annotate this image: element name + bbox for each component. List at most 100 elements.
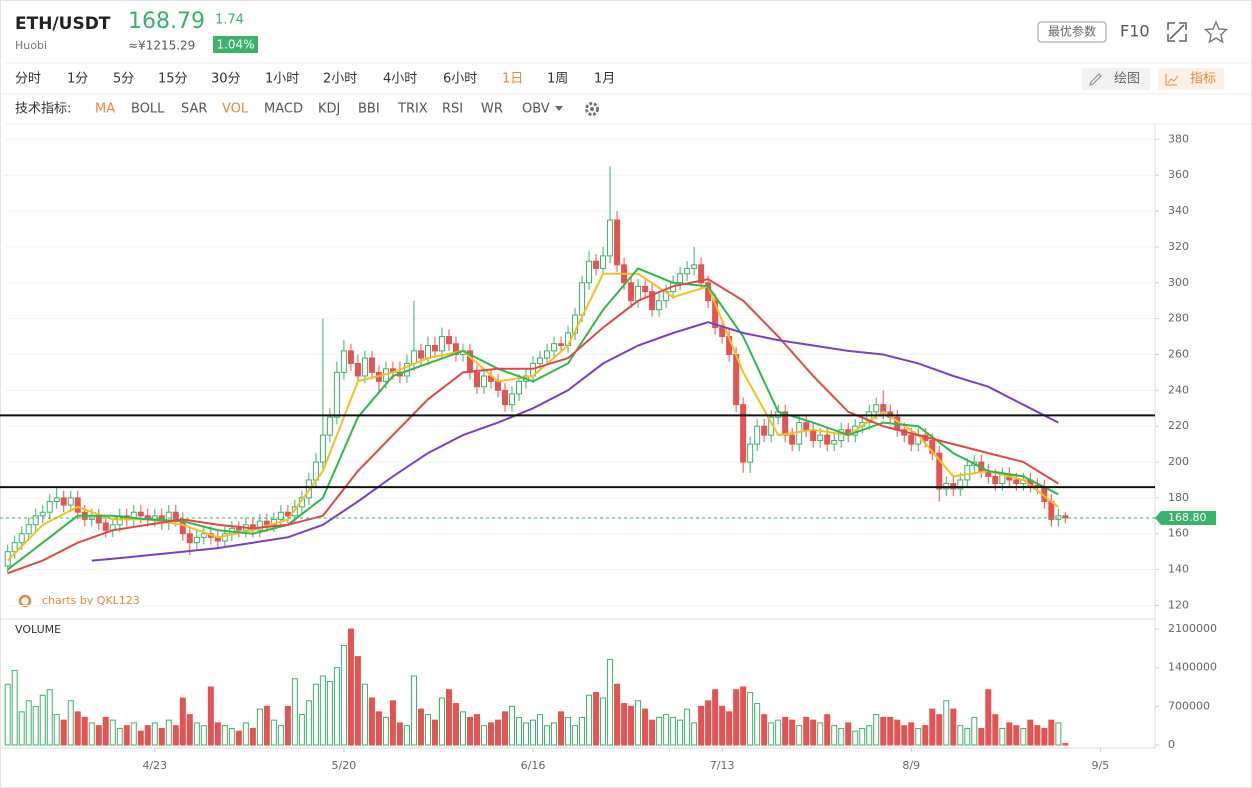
candle-body — [628, 282, 635, 302]
star-icon[interactable] — [1203, 20, 1229, 44]
candle-body — [957, 479, 964, 490]
draw-label[interactable]: 绘图 — [1114, 72, 1140, 87]
gear-icon[interactable] — [585, 102, 599, 116]
params-label[interactable]: 最优参数 — [1048, 24, 1096, 39]
indicator-tab[interactable]: RSI — [442, 102, 463, 117]
candle-body — [677, 273, 684, 284]
candle-body — [908, 434, 915, 445]
candle-body — [277, 511, 284, 520]
volume-bar — [565, 716, 572, 746]
candle-body — [691, 264, 698, 269]
dropdown-arrow[interactable] — [555, 106, 563, 111]
candle-body — [803, 422, 810, 431]
y-tick-label: 140 — [1168, 563, 1189, 576]
indicator-tab[interactable]: BBI — [358, 102, 380, 117]
interval-tab[interactable]: 1月 — [594, 72, 615, 87]
candle-body — [11, 542, 18, 553]
fullscreen-icon[interactable] — [1167, 22, 1187, 42]
volume-bar — [165, 719, 172, 746]
candle-body — [137, 511, 144, 517]
volume-bar — [228, 727, 235, 746]
candle-body — [936, 452, 943, 490]
candle-body — [445, 336, 452, 345]
candle-body — [873, 404, 880, 413]
candle-body — [361, 357, 368, 377]
y-tick-label: 120 — [1168, 598, 1189, 611]
candle-body — [782, 411, 789, 436]
indicator-tab[interactable]: WR — [481, 102, 503, 117]
candle-body — [551, 343, 558, 352]
candle-body — [558, 343, 565, 347]
indicator-tab[interactable]: MACD — [264, 102, 303, 117]
volume-bar — [782, 716, 789, 746]
volume-bar — [361, 683, 368, 746]
volume-bar — [999, 727, 1006, 746]
volume-bar — [473, 714, 480, 746]
indicator-tab[interactable]: SAR — [181, 102, 207, 117]
candle-body — [95, 515, 102, 524]
interval-tab[interactable]: 1日 — [502, 72, 523, 87]
volume-bar — [480, 725, 487, 746]
interval-tab[interactable]: 5分 — [113, 72, 134, 87]
volume-bar — [382, 716, 389, 746]
volume-bar — [768, 722, 775, 746]
candle-body — [347, 350, 354, 364]
indicator-label[interactable]: 指标 — [1190, 72, 1216, 87]
candle-body — [817, 434, 824, 442]
candle-body — [586, 260, 593, 284]
volume-bar — [354, 656, 361, 746]
volume-bar — [621, 703, 628, 746]
candle-body — [642, 285, 649, 293]
indicator-tab[interactable]: MA — [95, 102, 115, 117]
volume-bar — [712, 689, 719, 746]
interval-tab[interactable]: 分时 — [15, 72, 41, 87]
indicator-tab[interactable]: BOLL — [131, 102, 165, 117]
volume-bar — [530, 719, 537, 746]
volume-bar — [719, 705, 726, 746]
interval-tab[interactable]: 4小时 — [383, 72, 417, 87]
interval-tab[interactable]: 6小时 — [443, 72, 477, 87]
volume-bar — [11, 669, 18, 746]
volume-bar — [628, 705, 635, 746]
f10-button[interactable]: F10 — [1120, 22, 1150, 41]
volume-bar — [663, 714, 670, 746]
indicator-tab[interactable]: TRIX — [397, 102, 428, 117]
volume-bar — [1062, 742, 1069, 746]
volume-bar — [81, 716, 88, 746]
volume-bar — [109, 719, 116, 746]
volume-bar — [32, 705, 39, 746]
interval-tab[interactable]: 1小时 — [265, 72, 299, 87]
candle-body — [32, 515, 39, 526]
volume-bar — [263, 705, 270, 746]
interval-tab[interactable]: 1周 — [547, 72, 568, 87]
candle-body — [964, 465, 971, 481]
volume-bar — [971, 716, 978, 746]
volume-bar — [123, 725, 130, 746]
interval-tab[interactable]: 2小时 — [323, 72, 357, 87]
candle-body — [256, 520, 263, 531]
y2-tick-label: 700000 — [1168, 699, 1210, 712]
indicator-tab[interactable]: VOL — [222, 102, 249, 117]
volume-bar — [1055, 722, 1062, 746]
interval-tab[interactable]: 30分 — [211, 72, 241, 87]
candle-body — [495, 380, 502, 391]
y-tick-label: 240 — [1168, 383, 1189, 396]
volume-bar — [375, 711, 382, 746]
volume-bar — [452, 703, 459, 746]
volume-bar — [438, 697, 445, 746]
volume-bar — [572, 725, 579, 746]
params-button[interactable] — [1037, 21, 1107, 43]
volume-bar — [179, 697, 186, 746]
volume-bar — [831, 725, 838, 746]
interval-tab[interactable]: 15分 — [158, 72, 188, 87]
indicator-icon — [1165, 74, 1179, 86]
volume-bar — [207, 686, 214, 746]
volume-bar — [922, 725, 929, 746]
candle-body — [67, 497, 74, 506]
interval-tab[interactable]: 1分 — [67, 72, 88, 87]
volume-bar — [726, 711, 733, 746]
volume-bar — [235, 730, 242, 746]
indicator-tab[interactable]: OBV — [522, 102, 550, 117]
indicator-tab[interactable]: KDJ — [318, 102, 340, 117]
volume-bar — [936, 714, 943, 746]
